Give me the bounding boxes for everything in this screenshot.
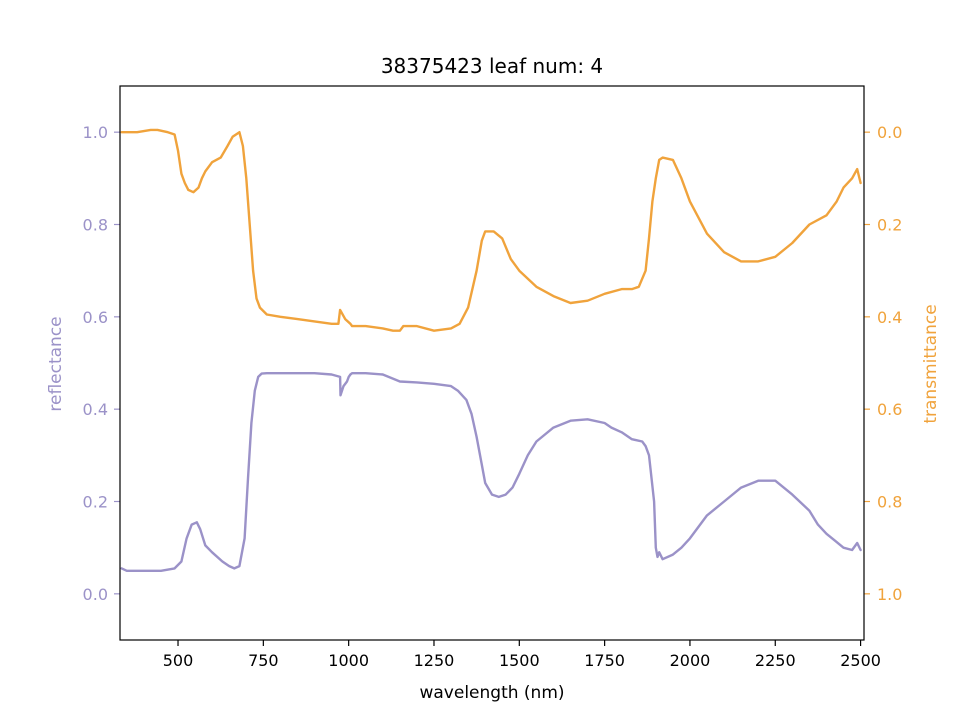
left-y-axis-label: reflectance [46,316,66,411]
x-tick-label: 500 [163,651,194,670]
right-y-tick-label: 0.0 [877,123,902,142]
x-tick-label: 750 [248,651,279,670]
left-y-axis: 0.0 0.2 0.4 0.6 0.8 1.0 [83,123,120,604]
left-y-tick-label: 0.6 [83,308,108,327]
x-tick-label: 1250 [414,651,455,670]
x-axis: 500 750 1000 1250 1500 1750 2000 2250 2500 [163,640,881,670]
x-tick-label: 2250 [755,651,796,670]
left-y-tick-label: 0.8 [83,216,108,235]
right-y-tick-label: 1.0 [877,585,902,604]
right-y-tick-label: 0.6 [877,400,902,419]
right-y-tick-label: 0.4 [877,308,902,327]
x-axis-label: wavelength (nm) [419,683,564,703]
reflectance-line [120,372,862,572]
x-tick-label: 1500 [499,651,540,670]
right-y-tick-label: 0.2 [877,216,902,235]
x-tick-label: 1750 [584,651,625,670]
series-layer [120,128,862,572]
left-y-tick-label: 0.2 [83,493,108,512]
left-y-tick-label: 0.4 [83,400,108,419]
right-y-axis-label: transmittance [921,304,941,423]
right-y-axis: 0.0 0.2 0.4 0.6 0.8 1.0 [864,123,902,604]
left-y-tick-label: 0.0 [83,585,108,604]
x-tick-label: 2000 [670,651,711,670]
x-tick-label: 1000 [328,651,369,670]
transmittance-line [120,128,862,332]
right-y-tick-label: 0.8 [877,493,902,512]
left-y-tick-label: 1.0 [83,123,108,142]
x-tick-label: 2500 [840,651,881,670]
chart-title: 38375423 leaf num: 4 [381,54,603,78]
plot-frame [119,85,865,641]
